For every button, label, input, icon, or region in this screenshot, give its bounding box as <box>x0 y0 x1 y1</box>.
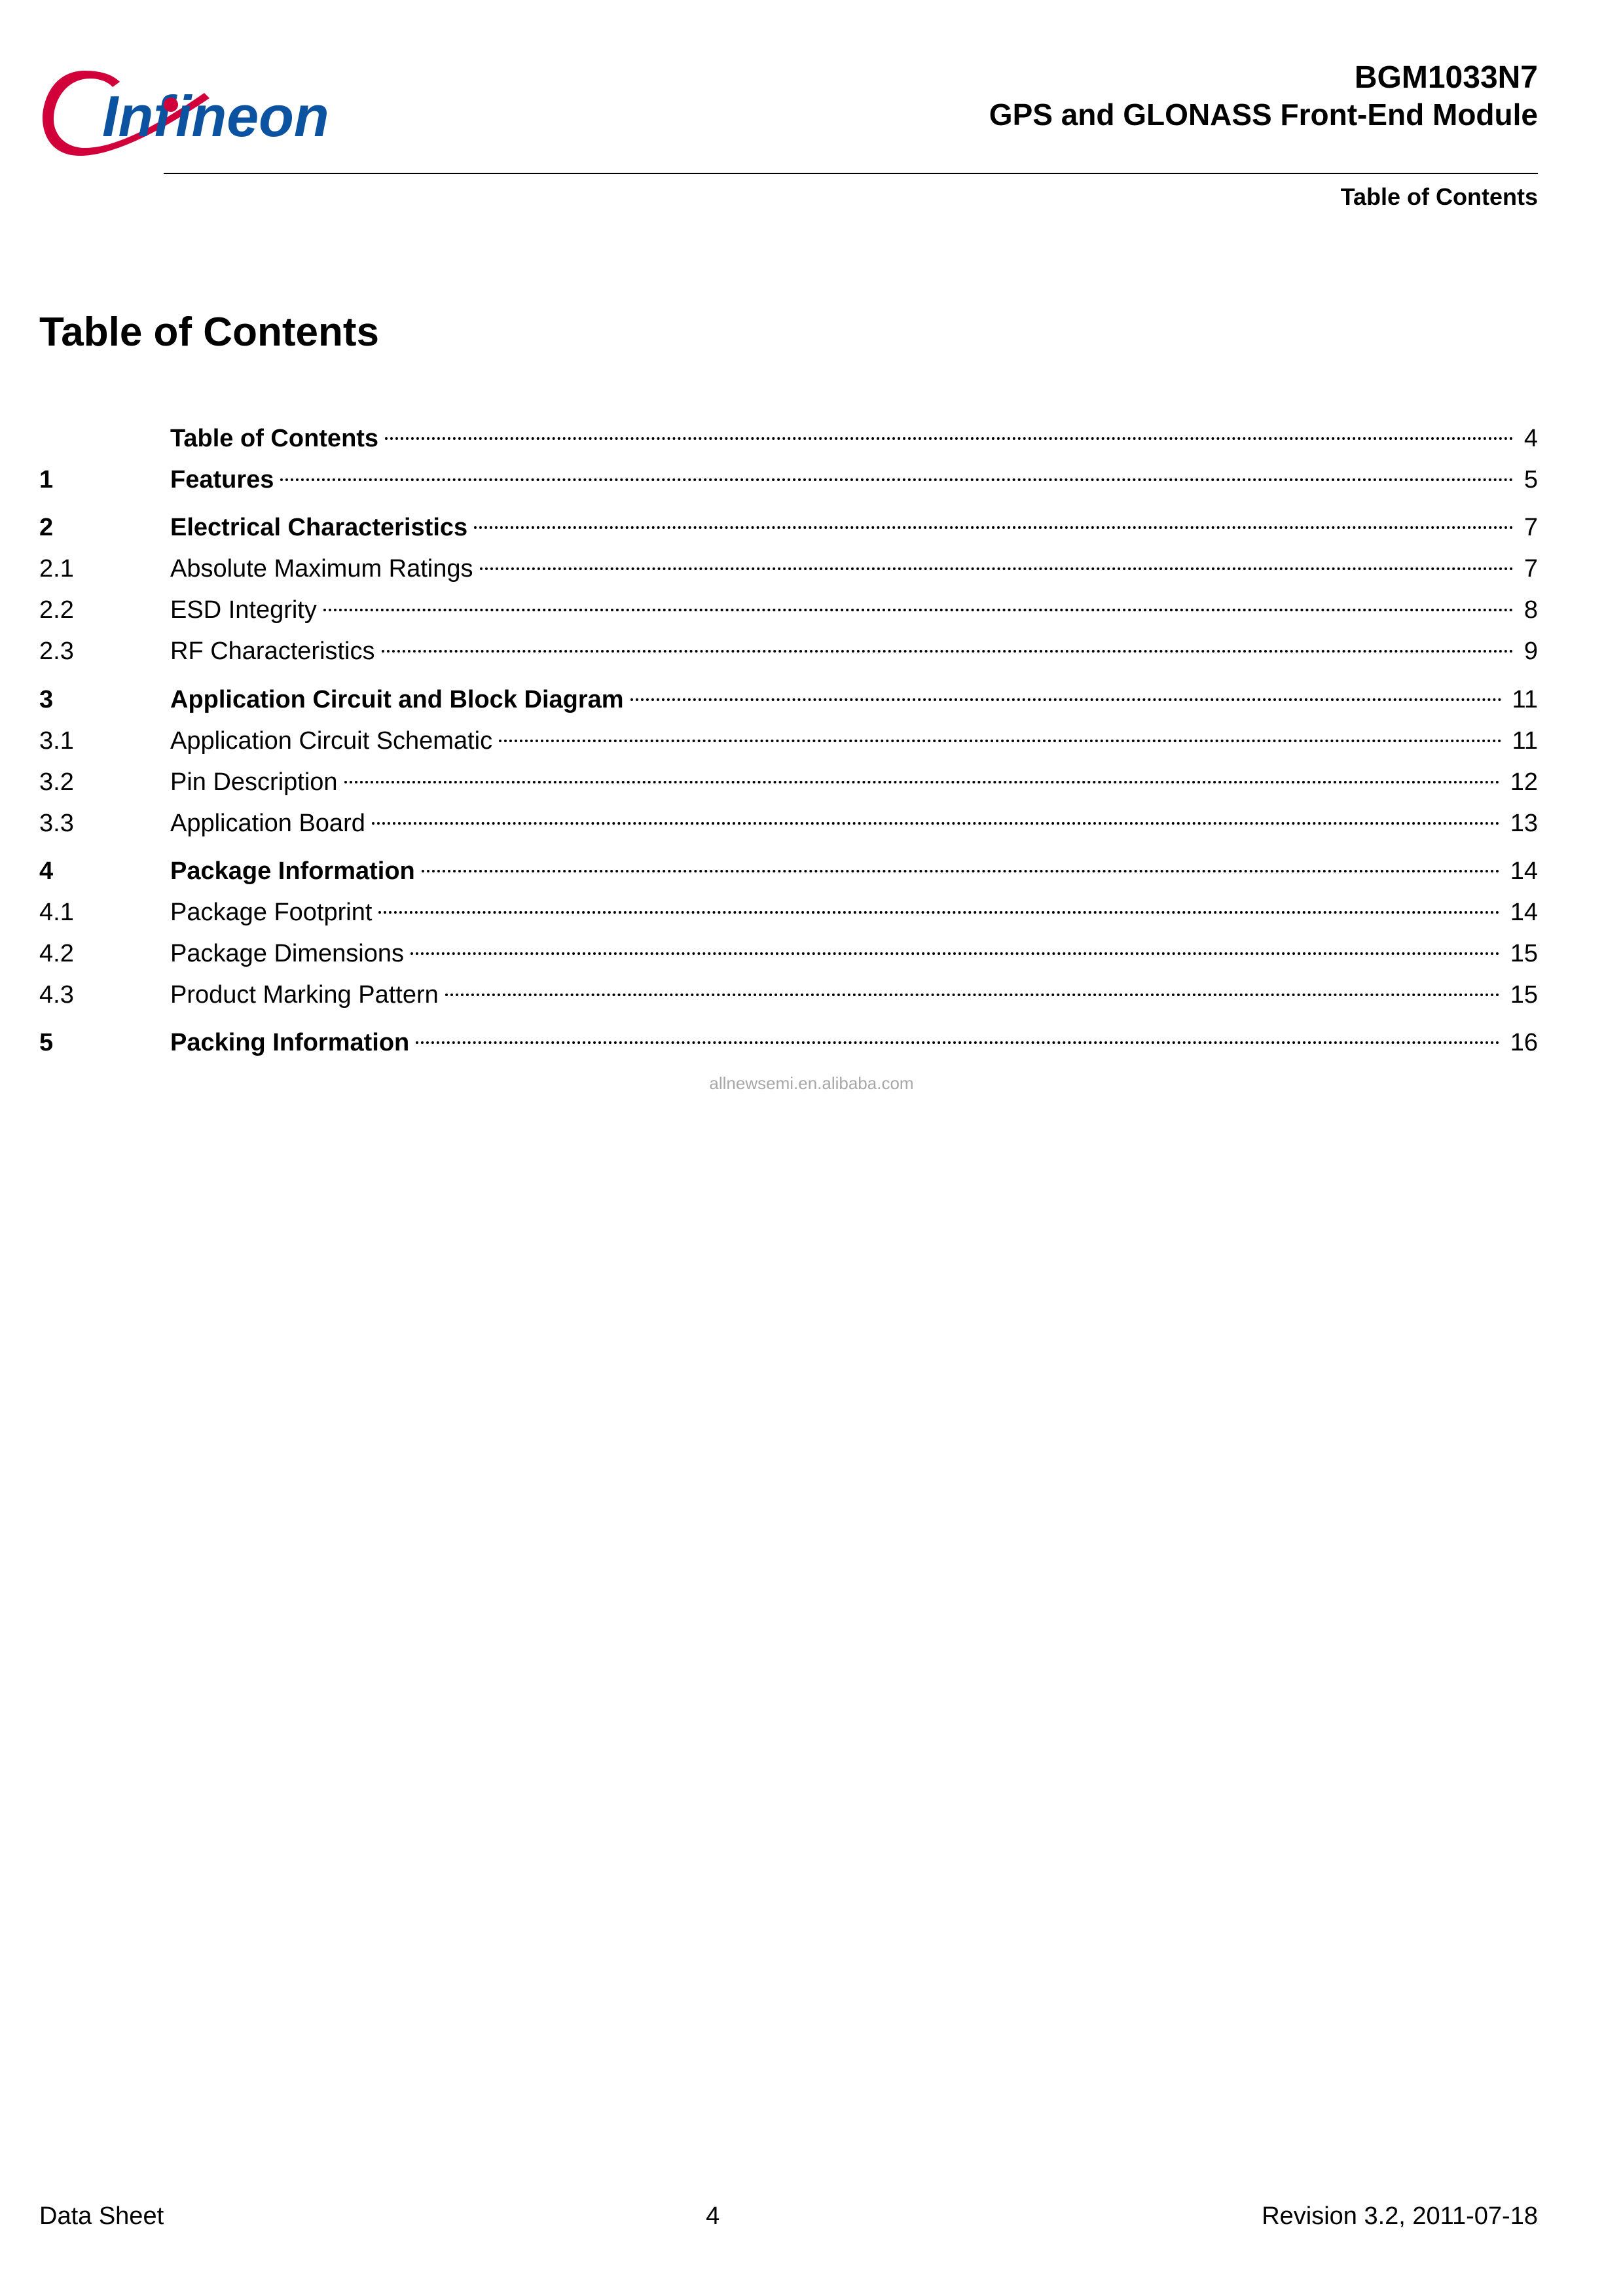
toc-row: 3Application Circuit and Block Diagram 11 <box>39 682 1538 718</box>
toc-leader-dots <box>422 870 1500 872</box>
toc-number: 2 <box>39 510 170 546</box>
toc-row: 2.3RF Characteristics 9 <box>39 634 1538 670</box>
toc-page-number: 11 <box>1508 682 1538 718</box>
footer-right: Revision 3.2, 2011-07-18 <box>1262 2202 1538 2231</box>
toc-number: 4.3 <box>39 977 170 1013</box>
toc-row: 4.2Package Dimensions 15 <box>39 936 1538 972</box>
toc-title: Product Marking Pattern <box>170 977 439 1013</box>
toc-page-number: 15 <box>1506 977 1538 1013</box>
toc-gap <box>39 675 1538 682</box>
toc-title: Table of Contents <box>170 421 378 457</box>
toc-number: 3.3 <box>39 806 170 842</box>
section-label: Table of Contents <box>39 183 1538 211</box>
toc-title: Pin Description <box>170 764 338 800</box>
toc-title: Features <box>170 462 274 498</box>
toc-title: Application Board <box>170 806 365 842</box>
toc-title: Electrical Characteristics <box>170 510 467 546</box>
page-footer: Data Sheet 4 Revision 3.2, 2011-07-18 <box>39 2202 1538 2231</box>
toc-page-number: 13 <box>1506 806 1538 842</box>
toc-row: 2.2ESD Integrity 8 <box>39 592 1538 628</box>
toc-leader-dots <box>382 650 1514 653</box>
toc-page-number: 7 <box>1520 510 1538 546</box>
toc-number: 2.3 <box>39 634 170 670</box>
toc-title: Application Circuit Schematic <box>170 723 492 759</box>
toc-title: Package Dimensions <box>170 936 404 972</box>
toc-number: 5 <box>39 1025 170 1061</box>
product-code: BGM1033N7 <box>989 59 1538 97</box>
toc-page-number: 11 <box>1508 723 1538 759</box>
toc-number: 3.2 <box>39 764 170 800</box>
toc-title: Package Footprint <box>170 895 372 931</box>
toc-row: 3.1Application Circuit Schematic 11 <box>39 723 1538 759</box>
toc-title: ESD Integrity <box>170 592 317 628</box>
svg-text:ineon: ineon <box>175 84 329 149</box>
toc-leader-dots <box>344 781 1500 783</box>
toc-page-number: 7 <box>1520 551 1538 587</box>
toc-title: Packing Information <box>170 1025 409 1061</box>
toc-gap <box>39 1018 1538 1025</box>
toc-number: 2.1 <box>39 551 170 587</box>
toc-number: 4.2 <box>39 936 170 972</box>
product-name: GPS and GLONASS Front-End Module <box>989 97 1538 133</box>
toc-leader-dots <box>474 526 1514 529</box>
toc-title: Package Information <box>170 853 415 889</box>
toc-page-number: 9 <box>1520 634 1538 670</box>
toc-page-number: 15 <box>1506 936 1538 972</box>
footer-left: Data Sheet <box>39 2202 164 2231</box>
watermark-text: allnewsemi.en.alibaba.com <box>0 1073 1623 1094</box>
toc-row: 5Packing Information 16 <box>39 1025 1538 1061</box>
toc-gap <box>39 847 1538 853</box>
infineon-logo: Inf ineon <box>39 59 340 164</box>
toc-leader-dots <box>416 1041 1499 1044</box>
page-header: Inf ineon BGM1033N7 GPS and GLONASS Fron… <box>39 59 1538 164</box>
header-divider <box>164 173 1538 174</box>
toc-number: 1 <box>39 462 170 498</box>
toc-page-number: 8 <box>1520 592 1538 628</box>
toc-leader-dots <box>445 994 1500 996</box>
toc-row: 2.1Absolute Maximum Ratings 7 <box>39 551 1538 587</box>
toc-page-number: 5 <box>1520 462 1538 498</box>
toc-number: 3.1 <box>39 723 170 759</box>
toc-leader-dots <box>323 609 1514 611</box>
toc-number: 2.2 <box>39 592 170 628</box>
toc-page-number: 14 <box>1506 895 1538 931</box>
toc-leader-dots <box>630 698 1502 701</box>
toc-leader-dots <box>499 740 1501 742</box>
toc-number: 4.1 <box>39 895 170 931</box>
toc-title: Absolute Maximum Ratings <box>170 551 473 587</box>
toc-row: Table of Contents 4 <box>39 421 1538 457</box>
footer-page-number: 4 <box>706 2202 720 2231</box>
toc-leader-dots <box>280 478 1513 481</box>
toc-row: 4Package Information 14 <box>39 853 1538 889</box>
toc-page-number: 14 <box>1506 853 1538 889</box>
svg-text:Inf: Inf <box>102 84 177 149</box>
page-title: Table of Contents <box>39 309 1538 355</box>
toc-page-number: 16 <box>1506 1025 1538 1061</box>
toc-number: 3 <box>39 682 170 718</box>
toc-row: 1Features 5 <box>39 462 1538 498</box>
toc-number: 4 <box>39 853 170 889</box>
toc-row: 3.3Application Board 13 <box>39 806 1538 842</box>
toc-leader-dots <box>480 567 1514 570</box>
toc-row: 2Electrical Characteristics 7 <box>39 510 1538 546</box>
toc-title: RF Characteristics <box>170 634 375 670</box>
toc-leader-dots <box>372 822 1500 825</box>
toc-row: 3.2Pin Description 12 <box>39 764 1538 800</box>
toc-leader-dots <box>378 911 1499 914</box>
toc-row: 4.3Product Marking Pattern 15 <box>39 977 1538 1013</box>
header-titles: BGM1033N7 GPS and GLONASS Front-End Modu… <box>989 59 1538 133</box>
toc-leader-dots <box>410 952 1500 955</box>
toc-page-number: 4 <box>1520 421 1538 457</box>
toc-page-number: 12 <box>1506 764 1538 800</box>
toc-title: Application Circuit and Block Diagram <box>170 682 624 718</box>
toc-row: 4.1Package Footprint 14 <box>39 895 1538 931</box>
toc-gap <box>39 503 1538 510</box>
table-of-contents: Table of Contents 4 1Features 5 2Electrical … <box>39 421 1538 1066</box>
toc-leader-dots <box>385 437 1514 440</box>
